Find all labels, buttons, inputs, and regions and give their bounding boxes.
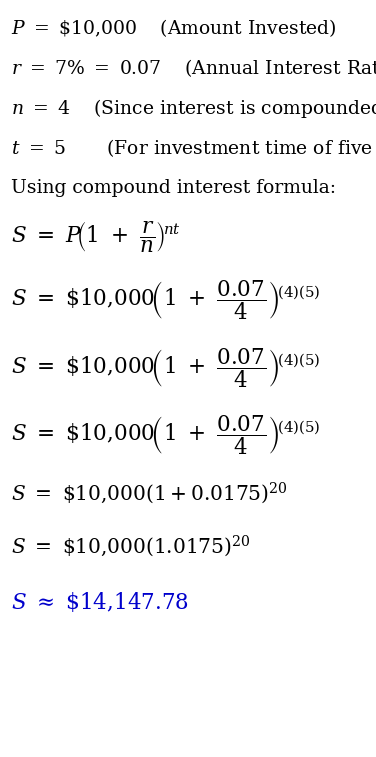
Text: $S\ =\ \$10{,}000\!\left(1\ +\ \dfrac{0.07}{4}\right)^{\!(4)(5)}$: $S\ =\ \$10{,}000\!\left(1\ +\ \dfrac{0.… xyxy=(11,346,321,390)
Text: Using compound interest formula:: Using compound interest formula: xyxy=(11,179,336,197)
Text: $P\ =\ \$10{,}000\quad$ (Amount Invested): $P\ =\ \$10{,}000\quad$ (Amount Invested… xyxy=(11,17,337,39)
Text: $S\ =\ \$10{,}000\!\left(1\ +\ \dfrac{0.07}{4}\right)^{\!(4)(5)}$: $S\ =\ \$10{,}000\!\left(1\ +\ \dfrac{0.… xyxy=(11,279,321,322)
Text: $t\ =\ 5\qquad$ (For investment time of five years): $t\ =\ 5\qquad$ (For investment time of … xyxy=(11,137,376,160)
Text: $S\ =\ \$10{,}000\!\left(1\ +\ \dfrac{0.07}{4}\right)^{\!(4)(5)}$: $S\ =\ \$10{,}000\!\left(1\ +\ \dfrac{0.… xyxy=(11,413,321,457)
Text: $S\ =\ P\!\left(1\ +\ \dfrac{r}{n}\right)^{\!nt}$: $S\ =\ P\!\left(1\ +\ \dfrac{r}{n}\right… xyxy=(11,219,181,254)
Text: $S\ \approx\ \$14{,}147.78$: $S\ \approx\ \$14{,}147.78$ xyxy=(11,590,189,614)
Text: $S\ =\ \$10{,}000\left(1+0.0175\right)^{20}$: $S\ =\ \$10{,}000\left(1+0.0175\right)^{… xyxy=(11,481,288,506)
Text: $n\ =\ 4\quad$ (Since interest is compounded quarterly): $n\ =\ 4\quad$ (Since interest is compou… xyxy=(11,97,376,120)
Text: $S\ =\ \$10{,}000\left(1.0175\right)^{20}$: $S\ =\ \$10{,}000\left(1.0175\right)^{20… xyxy=(11,534,251,559)
Text: $r\ =\ 7\%\ =\ 0.07\quad$ (Annual Interest Rate): $r\ =\ 7\%\ =\ 0.07\quad$ (Annual Intere… xyxy=(11,58,376,79)
